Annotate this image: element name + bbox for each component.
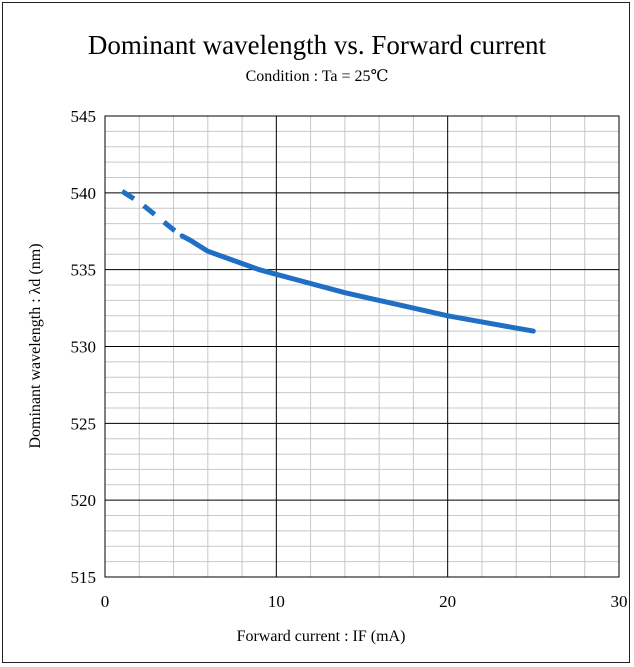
series-line-solid (179, 233, 536, 334)
y-tick-label: 525 (71, 414, 97, 433)
y-axis-label: Dominant wavelength : λd (nm) (27, 243, 44, 448)
plot-border (104, 115, 620, 578)
x-tick-label: 10 (268, 592, 285, 611)
series-layer (120, 189, 536, 334)
x-tick-label: 0 (101, 592, 110, 611)
chart-title: Dominant wavelength vs. Forward current (87, 30, 547, 60)
x-tick-label: 30 (611, 592, 628, 611)
tick-layer: 515 520 525 530 535 540 545 0 10 20 30 (71, 107, 628, 611)
grid-layer (104, 115, 620, 578)
y-tick-label: 530 (71, 338, 97, 357)
x-axis-label: Forward current : IF (mA) (237, 628, 406, 645)
y-tick-label: 540 (71, 184, 97, 203)
x-tick-label: 20 (439, 592, 456, 611)
chart-subtitle: Condition : Ta = 25℃ (245, 68, 389, 85)
series-line-dashed (120, 189, 184, 238)
y-tick-label: 515 (71, 568, 97, 587)
y-tick-label: 545 (71, 107, 97, 126)
y-tick-label: 535 (71, 261, 97, 280)
y-tick-label: 520 (71, 491, 97, 510)
